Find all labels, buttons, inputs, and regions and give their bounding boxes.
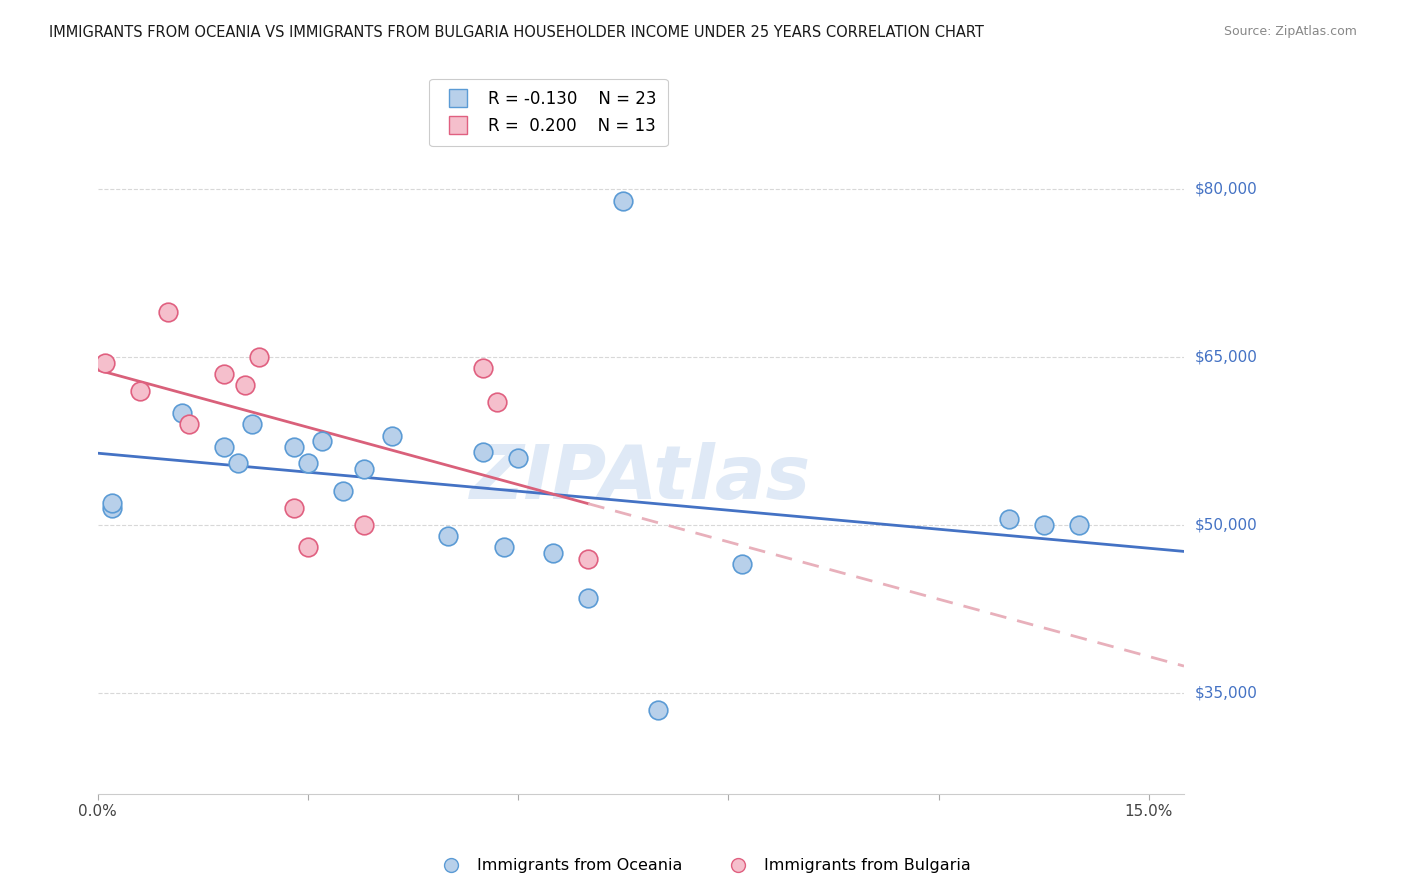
Point (731, 558, 754, 572)
Point (212, 367, 235, 381)
Point (156, 305, 179, 319)
Point (212, 440, 235, 454)
Text: Source: ZipAtlas.com: Source: ZipAtlas.com (1223, 25, 1357, 38)
Point (997, 512, 1019, 526)
Point (576, 551, 599, 566)
Point (332, 484, 354, 499)
Point (233, 378, 256, 392)
Text: IMMIGRANTS FROM OCEANIA VS IMMIGRANTS FROM BULGARIA HOUSEHOLDER INCOME UNDER 25 : IMMIGRANTS FROM OCEANIA VS IMMIGRANTS FR… (49, 25, 984, 40)
Point (311, 434, 333, 449)
Point (100, 501, 122, 516)
Point (472, 361, 495, 376)
Point (128, 384, 150, 398)
Legend: Immigrants from Oceania, Immigrants from Bulgaria: Immigrants from Oceania, Immigrants from… (429, 852, 977, 880)
Point (297, 457, 319, 471)
Point (297, 541, 319, 555)
Point (353, 518, 375, 533)
Point (576, 591, 599, 605)
Point (93, 356, 115, 370)
Point (486, 395, 509, 409)
Point (437, 529, 460, 543)
Text: $65,000: $65,000 (1195, 350, 1257, 365)
Text: $80,000: $80,000 (1195, 182, 1257, 197)
Point (472, 445, 495, 459)
Point (283, 501, 305, 516)
Point (100, 496, 122, 510)
Text: ZIPAtlas: ZIPAtlas (470, 442, 811, 515)
Point (647, 703, 669, 717)
Point (541, 546, 564, 560)
Point (283, 440, 305, 454)
Point (381, 428, 404, 442)
Text: $35,000: $35,000 (1195, 685, 1257, 700)
Point (612, 194, 634, 208)
Point (494, 541, 516, 555)
Point (353, 462, 375, 476)
Point (177, 417, 200, 432)
Point (240, 417, 263, 432)
Point (508, 450, 530, 465)
Point (1067, 518, 1090, 533)
Text: $50,000: $50,000 (1195, 517, 1257, 533)
Point (226, 457, 249, 471)
Point (170, 406, 193, 420)
Point (247, 350, 270, 364)
Legend: R = -0.130    N = 23, R =  0.200    N = 13: R = -0.130 N = 23, R = 0.200 N = 13 (429, 78, 668, 146)
Point (1032, 518, 1054, 533)
